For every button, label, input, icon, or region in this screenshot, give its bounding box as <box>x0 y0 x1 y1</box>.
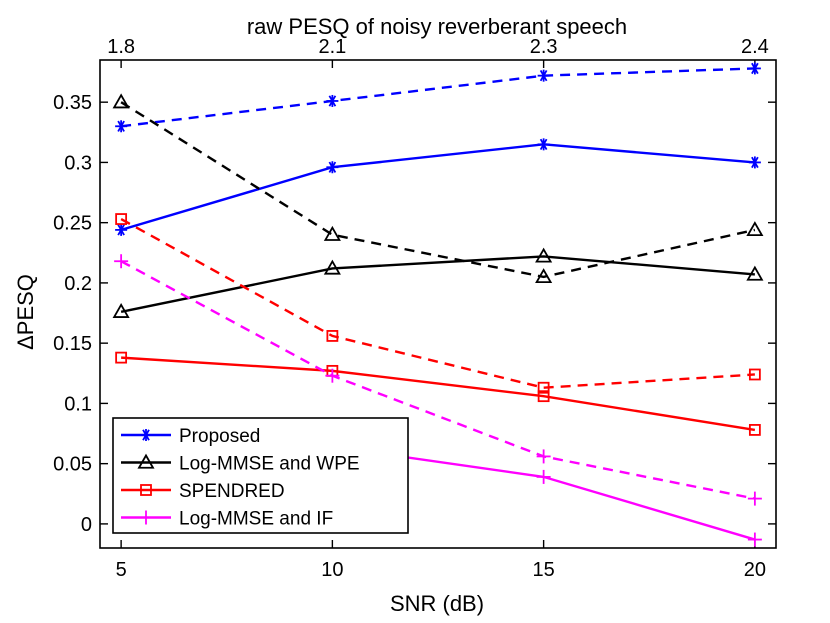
series-line-7 <box>120 260 756 500</box>
series-marker-4 <box>537 390 550 403</box>
top-axis-title: raw PESQ of noisy reverberant speech <box>247 14 627 39</box>
series-line-1 <box>120 67 755 128</box>
legend-marker <box>139 510 153 525</box>
y-tick-label: 0.1 <box>64 393 92 415</box>
legend-label: Proposed <box>179 426 260 447</box>
series-line-3 <box>120 101 756 279</box>
legend-marker <box>137 453 155 469</box>
series-line-0 <box>120 143 755 232</box>
top-tick-label: 1.8 <box>107 36 135 58</box>
series-group <box>112 62 764 547</box>
y-tick-label: 0.35 <box>53 92 92 114</box>
series-marker-4 <box>748 424 761 436</box>
series-marker-1 <box>748 62 761 75</box>
top-tick-label: 2.4 <box>741 36 769 58</box>
x-tick-label: 15 <box>533 559 555 581</box>
y-tick-label: 0.05 <box>53 454 92 476</box>
series-marker-0 <box>748 156 761 169</box>
axes-group: 0 0.05 0.1 0.15 0.2 0.25 0.3 0.35 5 1.8 10 2.1 15 2.3… <box>53 36 777 581</box>
x-tick-label: 20 <box>744 559 766 581</box>
series-marker-7 <box>114 254 129 269</box>
legend-box <box>112 417 409 534</box>
series-marker-4 <box>115 351 128 364</box>
x-tick-label: 10 <box>321 559 343 581</box>
series-marker-1 <box>326 94 339 107</box>
legend-marker <box>140 429 152 441</box>
series-marker-7 <box>536 449 551 464</box>
plot-frame <box>99 59 777 549</box>
legend-label: Log-MMSE and IF <box>179 509 333 530</box>
series-marker-6 <box>747 532 762 547</box>
x-tick-label: 5 <box>116 559 127 581</box>
y-tick-label: 0.2 <box>64 273 92 295</box>
y-tick-label: 0 <box>81 514 92 536</box>
series-marker-1 <box>115 120 128 133</box>
series-marker-0 <box>537 138 550 151</box>
legend: Proposed Log-MMSE and WPE SPENDRED Log-MMSE… <box>112 417 409 534</box>
y-axis-title: ΔPESQ <box>13 274 38 350</box>
series-marker-5 <box>537 381 550 394</box>
x-axis-title: SNR (dB) <box>390 591 484 616</box>
series-marker-3 <box>746 221 764 237</box>
series-marker-2 <box>112 303 130 318</box>
series-marker-2 <box>535 247 553 263</box>
series-marker-0 <box>326 161 339 174</box>
legend-label: SPENDRED <box>179 481 285 502</box>
series-marker-5 <box>326 330 339 342</box>
series-line-5 <box>120 218 755 389</box>
y-tick-label: 0.25 <box>53 213 92 235</box>
series-marker-2 <box>746 265 764 281</box>
series-marker-7 <box>325 368 340 383</box>
series-marker-0 <box>115 223 128 236</box>
legend-label: Log-MMSE and WPE <box>179 454 360 475</box>
y-tick-label: 0.15 <box>53 333 92 355</box>
series-marker-3 <box>112 93 130 109</box>
series-marker-7 <box>747 491 762 506</box>
top-tick-label: 2.3 <box>530 36 558 58</box>
series-marker-2 <box>323 259 341 275</box>
series-line-2 <box>120 255 755 314</box>
series-marker-1 <box>537 69 550 82</box>
series-line-4 <box>121 356 756 432</box>
legend-marker <box>140 484 152 496</box>
series-marker-3 <box>535 268 553 284</box>
series-marker-5 <box>748 368 761 381</box>
text-group: raw PESQ of noisy reverberant speech SNR… <box>13 14 627 616</box>
y-tick-label: 0.3 <box>64 152 92 174</box>
series-marker-5 <box>115 213 128 225</box>
series-marker-3 <box>323 225 341 241</box>
series-marker-6 <box>536 469 551 484</box>
top-tick-label: 2.1 <box>318 36 346 58</box>
